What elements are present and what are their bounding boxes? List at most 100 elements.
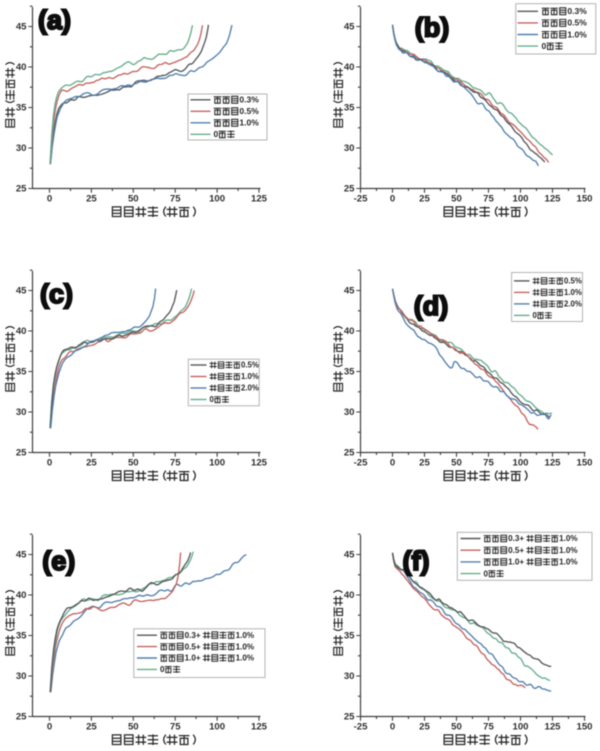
svg-text:-25: -25	[354, 722, 369, 733]
svg-text:35: 35	[344, 103, 355, 114]
svg-text:0.5+: 0.5+	[508, 546, 524, 555]
svg-text:0: 0	[542, 41, 547, 51]
svg-text:25: 25	[344, 448, 355, 459]
svg-text:1.0+: 1.0+	[185, 654, 201, 663]
svg-text:40: 40	[344, 590, 355, 601]
svg-text:0.3%: 0.3%	[567, 6, 587, 16]
svg-text:50: 50	[451, 194, 462, 205]
svg-text:25: 25	[86, 458, 97, 469]
svg-text:0: 0	[214, 129, 219, 139]
svg-text:25: 25	[344, 184, 355, 195]
svg-text:25: 25	[16, 184, 27, 195]
svg-text:40: 40	[16, 590, 27, 601]
svg-text:125: 125	[251, 194, 268, 205]
svg-text:75: 75	[170, 194, 181, 205]
svg-text:45: 45	[16, 286, 27, 297]
svg-text:125: 125	[544, 458, 561, 469]
svg-text:40: 40	[344, 326, 355, 337]
svg-text:1.0%: 1.0%	[236, 654, 254, 663]
svg-text:0: 0	[390, 458, 395, 469]
svg-text:75: 75	[483, 458, 494, 469]
svg-text:35: 35	[16, 103, 27, 114]
svg-text:35: 35	[344, 367, 355, 378]
svg-text:25: 25	[16, 448, 27, 459]
svg-text:25: 25	[419, 722, 430, 733]
svg-text:1.0%: 1.0%	[567, 29, 587, 39]
svg-text:125: 125	[544, 194, 561, 205]
svg-text:40: 40	[344, 62, 355, 73]
svg-text:0: 0	[160, 665, 165, 674]
svg-text:125: 125	[251, 458, 268, 469]
svg-text:25: 25	[86, 194, 97, 205]
svg-text:30: 30	[16, 143, 27, 154]
svg-text:50: 50	[128, 458, 139, 469]
svg-text:100: 100	[512, 194, 528, 205]
svg-text:0: 0	[390, 722, 395, 733]
svg-text:(c): (c)	[40, 279, 73, 309]
svg-text:30: 30	[16, 407, 27, 418]
svg-text:0: 0	[47, 722, 52, 733]
svg-text:(a): (a)	[38, 5, 71, 35]
svg-text:0: 0	[390, 194, 395, 205]
svg-text:0: 0	[533, 311, 538, 320]
svg-text:75: 75	[483, 722, 494, 733]
svg-text:75: 75	[170, 458, 181, 469]
svg-text:100: 100	[209, 458, 225, 469]
svg-text:30: 30	[344, 671, 355, 682]
svg-text:25: 25	[419, 194, 430, 205]
svg-text:0.3+: 0.3+	[508, 534, 524, 543]
svg-text:45: 45	[16, 22, 27, 33]
svg-text:40: 40	[16, 326, 27, 337]
svg-text:25: 25	[16, 712, 27, 723]
svg-text:35: 35	[344, 631, 355, 642]
svg-text:50: 50	[451, 458, 462, 469]
svg-text:0.5%: 0.5%	[564, 277, 582, 286]
svg-text:50: 50	[128, 722, 139, 733]
svg-text:25: 25	[86, 722, 97, 733]
svg-text:0.3%: 0.3%	[239, 95, 259, 105]
svg-text:125: 125	[544, 722, 561, 733]
svg-text:100: 100	[209, 722, 225, 733]
svg-text:30: 30	[344, 143, 355, 154]
svg-text:0.5+: 0.5+	[185, 642, 201, 651]
svg-text:150: 150	[576, 194, 592, 205]
svg-text:1.0%: 1.0%	[236, 631, 254, 640]
svg-text:(f): (f)	[403, 546, 430, 576]
svg-text:0.5%: 0.5%	[239, 106, 259, 116]
svg-text:1.0+: 1.0+	[508, 558, 524, 567]
svg-text:100: 100	[512, 458, 528, 469]
svg-text:100: 100	[512, 722, 528, 733]
svg-text:1.0%: 1.0%	[559, 534, 577, 543]
svg-text:45: 45	[344, 286, 355, 297]
svg-text:50: 50	[128, 194, 139, 205]
svg-text:(b): (b)	[415, 13, 449, 43]
svg-text:25: 25	[344, 712, 355, 723]
svg-text:(d): (d)	[414, 291, 448, 321]
svg-text:35: 35	[16, 631, 27, 642]
svg-text:0.5%: 0.5%	[567, 18, 587, 28]
svg-text:0: 0	[47, 194, 52, 205]
svg-text:150: 150	[576, 458, 592, 469]
svg-text:100: 100	[209, 194, 225, 205]
svg-text:1.0%: 1.0%	[239, 118, 259, 128]
svg-text:1.0%: 1.0%	[559, 546, 577, 555]
svg-text:150: 150	[576, 722, 592, 733]
svg-text:125: 125	[251, 722, 268, 733]
svg-text:45: 45	[16, 550, 27, 561]
svg-text:1.0%: 1.0%	[559, 558, 577, 567]
svg-text:45: 45	[344, 22, 355, 33]
svg-text:-25: -25	[354, 194, 369, 205]
svg-text:0.5%: 0.5%	[241, 361, 259, 370]
svg-text:0: 0	[484, 569, 489, 578]
svg-text:25: 25	[419, 458, 430, 469]
svg-text:50: 50	[451, 722, 462, 733]
svg-text:30: 30	[16, 671, 27, 682]
svg-text:0: 0	[210, 395, 215, 404]
svg-text:45: 45	[344, 550, 355, 561]
svg-text:40: 40	[16, 62, 27, 73]
svg-text:(e): (e)	[42, 546, 75, 576]
svg-text:2.0%: 2.0%	[241, 384, 259, 393]
svg-text:0: 0	[47, 458, 52, 469]
svg-text:0.3+: 0.3+	[185, 631, 201, 640]
svg-text:30: 30	[344, 407, 355, 418]
